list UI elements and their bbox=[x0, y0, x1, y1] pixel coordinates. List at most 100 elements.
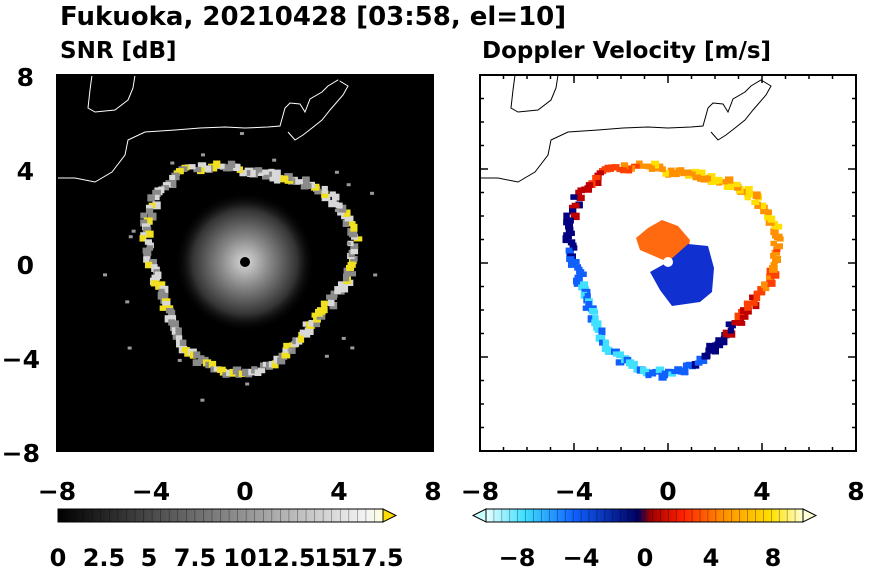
snr-echo-pixel bbox=[350, 246, 359, 255]
velocity-echo-pixel bbox=[696, 355, 703, 364]
snr-echo-pixel bbox=[245, 382, 250, 386]
snr-echo-pixel bbox=[216, 163, 225, 169]
x-tick-label: 8 bbox=[424, 477, 441, 506]
snr-echo-pixel bbox=[350, 346, 355, 350]
snr-echo-pixel bbox=[273, 169, 281, 178]
snr-ticks bbox=[56, 74, 434, 452]
snr-echo-pixel bbox=[159, 305, 167, 311]
snr-echo-pixel bbox=[251, 366, 258, 374]
snr-echo-pixel bbox=[143, 217, 153, 225]
velocity-echo-pixel bbox=[726, 330, 736, 338]
snr-echo-pixel bbox=[227, 160, 236, 168]
velocity-echo-pixel bbox=[722, 329, 730, 338]
snr-echo-pixel bbox=[153, 194, 160, 201]
velocity-echo-pixel bbox=[592, 180, 602, 187]
velocity-echo-pixel bbox=[707, 178, 716, 185]
velocity-echo-pixel bbox=[743, 300, 753, 306]
snr-echo-pixel bbox=[149, 259, 157, 267]
snr-echo-pixel bbox=[161, 185, 169, 191]
velocity-echo-pixel bbox=[645, 372, 652, 379]
snr-echo-pixel bbox=[335, 202, 343, 209]
snr-echo-pixel bbox=[334, 286, 341, 295]
snr-echo-pixel bbox=[147, 212, 157, 221]
velocity-echo-pixel bbox=[750, 298, 758, 307]
snr-echo-pixel bbox=[144, 253, 151, 259]
velocity-echo-pixel bbox=[765, 219, 775, 226]
snr-echo-pixel bbox=[202, 165, 212, 172]
snr-x-tick-labels: −8 −4 0 4 8 bbox=[38, 477, 442, 506]
snr-echo-pixel bbox=[200, 398, 205, 402]
snr-echo-pixel bbox=[139, 235, 146, 242]
snr-echo-pixel bbox=[348, 221, 356, 227]
velocity-echo-pixel bbox=[570, 212, 580, 221]
velocity-colorbar-extend-min bbox=[471, 508, 487, 523]
figure-title: Fukuoka, 20210428 [03:58, el=10] bbox=[60, 2, 566, 32]
x-tick-label: 0 bbox=[659, 477, 676, 506]
snr-echo-pixel bbox=[103, 273, 108, 277]
y-tick-label: 0 bbox=[17, 251, 34, 280]
snr-echo-ring bbox=[103, 132, 378, 402]
velocity-coastline-north bbox=[510, 75, 559, 113]
snr-echo-pixel bbox=[175, 327, 182, 336]
velocity-echo-pixel bbox=[767, 279, 776, 287]
velocity-echo-pixel bbox=[639, 163, 649, 169]
snr-echo-pixel bbox=[140, 212, 148, 219]
snr-echo-pixel bbox=[164, 315, 173, 323]
snr-echo-pixel bbox=[342, 219, 350, 227]
velocity-echo-pixel bbox=[692, 174, 701, 181]
snr-echo-pixel bbox=[125, 300, 130, 304]
snr-echo-pixel bbox=[171, 172, 180, 181]
velocity-echo-pixel bbox=[765, 209, 773, 216]
snr-echo-pixel bbox=[169, 315, 177, 321]
snr-echo-pixel bbox=[143, 256, 151, 263]
velocity-echo-pixel bbox=[736, 317, 745, 325]
velocity-echo-pixel bbox=[568, 204, 576, 211]
velocity-echo-pixel bbox=[587, 315, 594, 323]
velocity-echo-pixel bbox=[577, 271, 587, 277]
velocity-echo-pixel bbox=[571, 202, 580, 209]
velocity-echo-pixel bbox=[584, 292, 591, 300]
velocity-ticks bbox=[479, 74, 857, 452]
velocity-panel-title: Doppler Velocity [m/s] bbox=[482, 38, 771, 64]
velocity-echo-pixel bbox=[771, 221, 779, 230]
y-tick-label: 4 bbox=[17, 157, 34, 186]
snr-echo-pixel bbox=[188, 164, 196, 170]
velocity-echo-pixel bbox=[723, 182, 731, 190]
velocity-echo-pixel bbox=[704, 352, 711, 359]
velocity-echo-pixel bbox=[598, 327, 606, 336]
colorbar-tick-label: 10 bbox=[223, 544, 256, 570]
snr-echo-pixel bbox=[193, 351, 201, 359]
velocity-echo-pixel bbox=[572, 259, 580, 265]
snr-echo-pixel bbox=[269, 174, 276, 182]
velocity-echo-pixel bbox=[752, 191, 761, 200]
velocity-echo-pixel bbox=[585, 301, 592, 308]
snr-echo-pixel bbox=[284, 173, 293, 182]
colorbar-tick-label: 17.5 bbox=[344, 544, 403, 570]
snr-echo-pixel bbox=[321, 190, 329, 199]
snr-echo-pixel bbox=[128, 235, 133, 239]
snr-echo-pixel bbox=[271, 360, 279, 369]
snr-echo-pixel bbox=[321, 185, 328, 194]
y-tick-label: −4 bbox=[2, 345, 40, 374]
colorbar-tick-label: 2.5 bbox=[83, 544, 126, 570]
x-tick-label: 0 bbox=[236, 477, 253, 506]
snr-y-tick-labels: 8 4 0 −4 −8 bbox=[2, 63, 40, 468]
velocity-echo-pixel bbox=[566, 217, 574, 224]
snr-colorbar: 0 2.5 5 7.5 10 12.5 15 17.5 bbox=[50, 508, 404, 570]
snr-echo-pixel bbox=[169, 180, 177, 189]
velocity-echo-pixel bbox=[631, 163, 640, 169]
snr-echo-pixel bbox=[326, 294, 335, 300]
velocity-echo-pixel bbox=[707, 173, 716, 182]
snr-echo-pixel bbox=[342, 209, 351, 217]
velocity-colorbar-extend-max bbox=[802, 508, 818, 523]
velocity-echo-pixel bbox=[705, 347, 713, 354]
velocity-echo-pixel bbox=[575, 189, 583, 198]
velocity-echo-pixel bbox=[754, 201, 761, 209]
velocity-echo-pixel bbox=[691, 168, 700, 175]
snr-echo-pixel bbox=[288, 347, 296, 354]
velocity-echo-pixel bbox=[724, 176, 734, 184]
snr-echo-pixel bbox=[320, 300, 329, 306]
snr-echo-pixel bbox=[331, 193, 340, 201]
velocity-echo-pixel bbox=[739, 313, 749, 320]
